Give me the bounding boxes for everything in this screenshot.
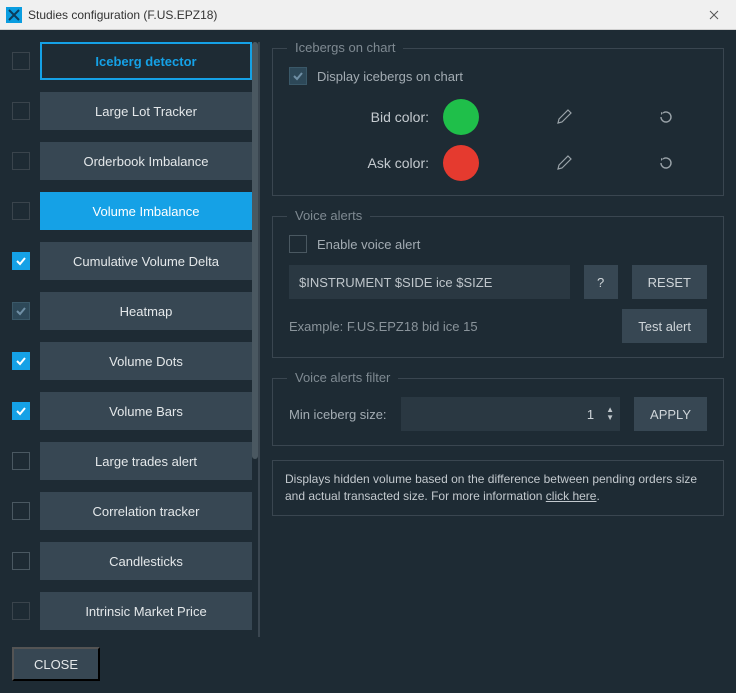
voice-example-row: Example: F.US.EPZ18 bid ice 15 Test aler… [289, 309, 707, 343]
enable-voice-row: Enable voice alert [289, 235, 707, 253]
app-icon [6, 7, 22, 23]
ask-eyedropper-icon[interactable] [547, 146, 581, 180]
study-checkbox[interactable] [12, 402, 30, 420]
apply-button[interactable]: APPLY [634, 397, 707, 431]
studies-config-window: Studies configuration (F.US.EPZ18) Icebe… [0, 0, 736, 693]
study-row: Heatmap [12, 292, 252, 330]
study-button[interactable]: Orderbook Imbalance [40, 142, 252, 180]
voice-template-input[interactable] [289, 265, 570, 299]
study-checkbox[interactable] [12, 202, 30, 220]
description-link[interactable]: click here [546, 489, 597, 503]
voice-filter-legend: Voice alerts filter [287, 370, 398, 385]
voice-example-text: Example: F.US.EPZ18 bid ice 15 [289, 319, 608, 334]
voice-help-button[interactable]: ? [584, 265, 618, 299]
display-icebergs-label: Display icebergs on chart [317, 69, 463, 84]
min-iceberg-input[interactable] [401, 407, 601, 422]
study-row: Correlation tracker [12, 492, 252, 530]
bid-reset-icon[interactable] [649, 100, 683, 134]
right-panel: Icebergs on chart Display icebergs on ch… [272, 42, 724, 681]
description-text: Displays hidden volume based on the diff… [285, 472, 697, 503]
study-row: Large trades alert [12, 442, 252, 480]
study-checkbox[interactable] [12, 52, 30, 70]
study-checkbox[interactable] [12, 102, 30, 120]
study-checkbox[interactable] [12, 602, 30, 620]
study-row: Iceberg detector [12, 42, 252, 80]
titlebar: Studies configuration (F.US.EPZ18) [0, 0, 736, 30]
ask-color-swatch[interactable] [443, 145, 479, 181]
left-panel: Iceberg detector Large Lot Tracker Orderbo… [12, 42, 260, 681]
ask-reset-icon[interactable] [649, 146, 683, 180]
study-row: Volume Dots [12, 342, 252, 380]
bid-color-swatch[interactable] [443, 99, 479, 135]
bid-eyedropper-icon[interactable] [547, 100, 581, 134]
min-iceberg-label: Min iceberg size: [289, 407, 387, 422]
study-button[interactable]: Volume Bars [40, 392, 252, 430]
study-checkbox[interactable] [12, 552, 30, 570]
study-checkbox[interactable] [12, 452, 30, 470]
window-close-button[interactable] [691, 0, 736, 30]
study-checkbox[interactable] [12, 352, 30, 370]
min-iceberg-spinners: ▲ ▼ [600, 406, 620, 422]
scrollbar-thumb[interactable] [252, 42, 258, 459]
bid-color-row: Bid color: [289, 99, 707, 135]
study-checkbox[interactable] [12, 252, 30, 270]
ask-color-row: Ask color: [289, 145, 707, 181]
min-iceberg-field: ▲ ▼ [401, 397, 621, 431]
display-icebergs-checkbox[interactable] [289, 67, 307, 85]
study-checkbox[interactable] [12, 152, 30, 170]
bid-color-label: Bid color: [289, 109, 429, 125]
study-checkbox[interactable] [12, 302, 30, 320]
ask-color-label: Ask color: [289, 155, 429, 171]
study-row: Cumulative Volume Delta [12, 242, 252, 280]
study-row: Volume Imbalance [12, 192, 252, 230]
voice-template-row: ? RESET [289, 265, 707, 299]
study-button[interactable]: Candlesticks [40, 542, 252, 580]
study-row: Orderbook Imbalance [12, 142, 252, 180]
study-button[interactable]: Correlation tracker [40, 492, 252, 530]
study-checkbox[interactable] [12, 502, 30, 520]
icebergs-fieldset: Icebergs on chart Display icebergs on ch… [272, 48, 724, 196]
enable-voice-checkbox[interactable] [289, 235, 307, 253]
study-row: Large Lot Tracker [12, 92, 252, 130]
study-button[interactable]: Iceberg detector [40, 42, 252, 80]
display-icebergs-row: Display icebergs on chart [289, 67, 707, 85]
enable-voice-label: Enable voice alert [317, 237, 420, 252]
voice-reset-button[interactable]: RESET [632, 265, 707, 299]
study-row: Volume Bars [12, 392, 252, 430]
study-row: Intrinsic Market Price [12, 592, 252, 630]
study-button[interactable]: Heatmap [40, 292, 252, 330]
study-button[interactable]: Volume Imbalance [40, 192, 252, 230]
icebergs-legend: Icebergs on chart [287, 40, 403, 55]
study-button[interactable]: Intrinsic Market Price [40, 592, 252, 630]
voice-alerts-legend: Voice alerts [287, 208, 370, 223]
studies-list: Iceberg detector Large Lot Tracker Orderbo… [12, 42, 260, 637]
study-button[interactable]: Large trades alert [40, 442, 252, 480]
study-button[interactable]: Cumulative Volume Delta [40, 242, 252, 280]
window-title: Studies configuration (F.US.EPZ18) [28, 8, 691, 22]
study-button[interactable]: Volume Dots [40, 342, 252, 380]
voice-test-button[interactable]: Test alert [622, 309, 707, 343]
study-button[interactable]: Large Lot Tracker [40, 92, 252, 130]
voice-alerts-fieldset: Voice alerts Enable voice alert ? RESET … [272, 216, 724, 358]
voice-filter-fieldset: Voice alerts filter Min iceberg size: ▲ … [272, 378, 724, 446]
description-box: Displays hidden volume based on the diff… [272, 460, 724, 516]
min-iceberg-row: Min iceberg size: ▲ ▼ APPLY [289, 397, 707, 431]
close-button[interactable]: CLOSE [12, 647, 100, 681]
spinner-down-icon[interactable]: ▼ [606, 414, 614, 422]
study-row: Candlesticks [12, 542, 252, 580]
content-body: Iceberg detector Large Lot Tracker Orderbo… [0, 30, 736, 693]
